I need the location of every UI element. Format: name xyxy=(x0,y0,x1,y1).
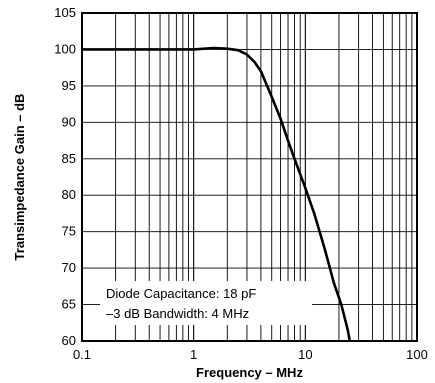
y-tick-label: 100 xyxy=(54,41,76,56)
annotation-bandwidth: –3 dB Bandwidth: 4 MHz xyxy=(106,306,249,321)
y-tick-labels: 60 65 70 75 80 85 90 95 100 105 xyxy=(54,5,76,348)
series-line-gain xyxy=(82,46,352,342)
series-layer xyxy=(82,46,352,342)
y-tick-label: 85 xyxy=(62,151,76,166)
y-tick-label: 60 xyxy=(62,333,76,348)
annotation-diode-capacitance: Diode Capacitance: 18 pF xyxy=(106,286,256,301)
x-axis-title: Frequency – MHz xyxy=(196,365,303,380)
y-tick-label: 75 xyxy=(62,224,76,239)
y-axis-title: Transimpedance Gain – dB xyxy=(12,94,27,261)
x-tick-label: 1 xyxy=(190,347,197,362)
y-tick-label: 80 xyxy=(62,187,76,202)
x-tick-label: 10 xyxy=(298,347,312,362)
x-tick-labels: 0.1 1 10 100 xyxy=(73,347,428,362)
plot-frame xyxy=(81,12,418,342)
y-tick-label: 105 xyxy=(54,5,76,20)
y-tick-label: 70 xyxy=(62,260,76,275)
y-tick-label: 95 xyxy=(62,78,76,93)
y-tick-label: 65 xyxy=(62,297,76,312)
x-tick-label: 100 xyxy=(406,347,428,362)
annotation-background xyxy=(100,281,312,325)
x-tick-label: 0.1 xyxy=(73,347,91,362)
annotation-box: Diode Capacitance: 18 pF –3 dB Bandwidth… xyxy=(100,281,312,325)
y-tick-label: 90 xyxy=(62,114,76,129)
